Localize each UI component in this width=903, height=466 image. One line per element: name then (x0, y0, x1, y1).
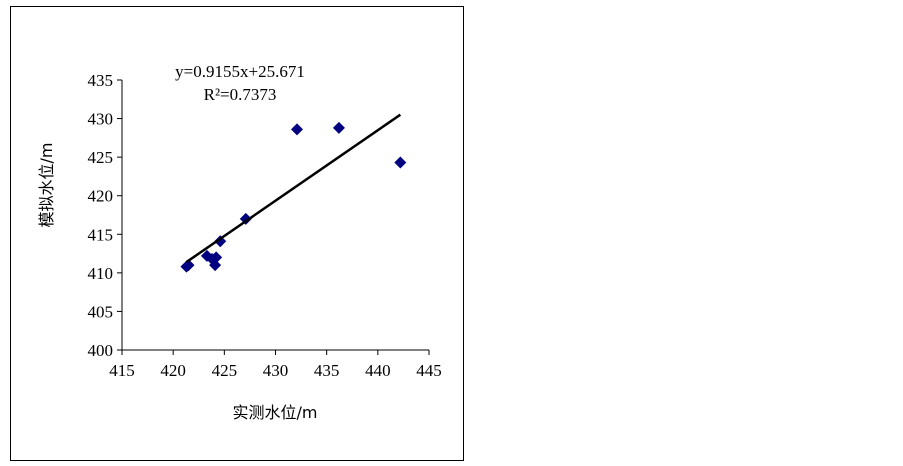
point (210, 251, 223, 264)
y-tick-label: 415 (88, 225, 114, 244)
y-tick-label: 435 (88, 71, 114, 90)
point (182, 259, 195, 272)
point (332, 121, 345, 134)
x-tick-label: 430 (263, 361, 289, 380)
equation: y=0.9155x+25.671 (175, 62, 305, 81)
y-tick-label: 405 (88, 302, 114, 321)
x-tick-label: 415 (109, 361, 135, 380)
y-tick-label: 410 (88, 264, 114, 283)
x-tick-label: 420 (160, 361, 186, 380)
trendline (185, 113, 402, 264)
x-tick-label: 445 (416, 361, 442, 380)
point (290, 123, 303, 136)
r-squared: R²=0.7373 (204, 85, 277, 104)
y-tick-label: 430 (88, 110, 114, 129)
x-tick-label: 425 (212, 361, 238, 380)
x-tick-label: 440 (365, 361, 391, 380)
chart-frame (10, 6, 464, 461)
x-tick-label: 435 (314, 361, 340, 380)
y-tick-label: 425 (88, 148, 114, 167)
y-axis-label: 模拟水位/m (37, 143, 56, 228)
x-axis-label: 实测水位/m (233, 403, 318, 422)
point (394, 156, 407, 169)
y-tick-label: 400 (88, 341, 114, 360)
y-tick-label: 420 (88, 187, 114, 206)
point (209, 259, 222, 272)
